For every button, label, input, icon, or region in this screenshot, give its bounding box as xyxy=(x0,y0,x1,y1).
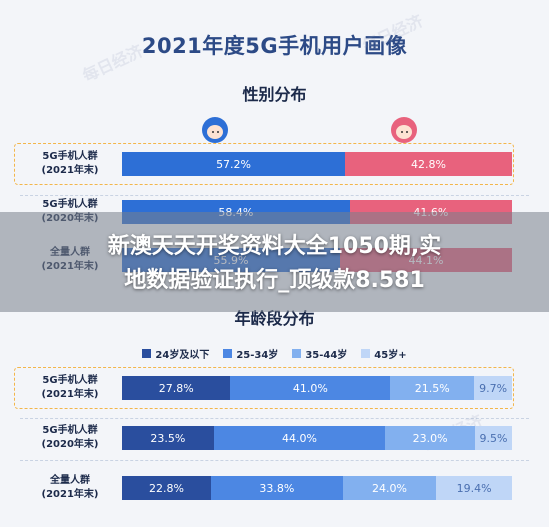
legend-swatch xyxy=(223,349,233,358)
age-row-label: 5G手机人群 (2021年末) xyxy=(20,374,120,402)
gender-row-label: 5G手机人群 (2021年末) xyxy=(20,150,120,178)
age-bar-segment: 27.8% xyxy=(122,376,231,400)
banner-line-1: 新澳天天开奖资料大全1050期,实 xyxy=(107,234,442,259)
age-divider-1 xyxy=(20,418,529,419)
age-bar-segment: 41.0% xyxy=(230,376,391,400)
age-row-label-line-2: (2021年末) xyxy=(41,389,99,400)
age-row-label-line-2: (2020年末) xyxy=(41,439,99,450)
age-bar-segment: 24.0% xyxy=(342,476,437,500)
legend-label: 35-44岁 xyxy=(305,350,348,361)
legend-item: 25-34岁 xyxy=(223,346,278,361)
male-avatar-icon xyxy=(202,117,228,143)
age-bar-segment: 19.4% xyxy=(436,476,512,500)
age-bar-segment: 23.0% xyxy=(385,426,475,450)
gender-row-label-line-2: (2021年末) xyxy=(41,165,99,176)
age-bar-segment: 9.5% xyxy=(474,426,512,450)
legend-swatch xyxy=(142,349,152,358)
gender-highlight-box xyxy=(14,143,514,185)
age-row-label: 5G手机人群 (2020年末) xyxy=(20,424,120,452)
age-bar-segment: 23.5% xyxy=(122,426,214,450)
legend-label: 24岁及以下 xyxy=(155,350,210,361)
age-section-title: 年龄段分布 xyxy=(234,309,315,328)
age-bar-segment: 22.8% xyxy=(122,476,211,500)
age-row-label: 全量人群 (2021年末) xyxy=(20,474,120,502)
age-highlight-box xyxy=(14,367,514,409)
age-legend: 24岁及以下 25-34岁 35-44岁 45岁+ xyxy=(0,346,549,361)
female-face xyxy=(396,125,412,139)
male-eye-right xyxy=(217,131,219,133)
legend-label: 25-34岁 xyxy=(236,350,279,361)
male-eye-left xyxy=(212,131,214,133)
page-title: 2021年度5G手机用户画像 xyxy=(141,34,408,58)
gender-row-label-line-1: 5G手机人群 xyxy=(42,151,98,162)
age-row-label-line-1: 5G手机人群 xyxy=(42,375,98,386)
age-row-label-line-1: 全量人群 xyxy=(50,475,90,486)
legend-swatch xyxy=(292,349,302,358)
overlay-banner xyxy=(0,212,549,312)
gender-bar-segment: 42.8% xyxy=(345,152,512,176)
age-bar-segment: 44.0% xyxy=(213,426,386,450)
age-bar-row: 27.8% 41.0% 21.5% 9.7% xyxy=(122,376,512,400)
legend-item: 35-44岁 xyxy=(292,346,347,361)
gender-divider-1 xyxy=(20,195,529,196)
gender-section-title: 性别分布 xyxy=(242,85,307,104)
age-bar-segment: 21.5% xyxy=(390,376,475,400)
age-row-label-line-2: (2021年末) xyxy=(41,489,99,500)
banner-line-2: 地数据验证执行_顶级款8.581 xyxy=(124,268,425,293)
legend-item: 24岁及以下 xyxy=(142,346,209,361)
legend-item: 45岁+ xyxy=(361,346,407,361)
legend-swatch xyxy=(361,349,371,358)
age-row-label-line-1: 5G手机人群 xyxy=(42,425,98,436)
gender-bar-row: 57.2% 42.8% xyxy=(122,152,512,176)
age-divider-2 xyxy=(20,460,529,461)
female-eye-right xyxy=(406,131,408,133)
female-eye-left xyxy=(401,131,403,133)
male-face xyxy=(207,125,223,139)
legend-label: 45岁+ xyxy=(374,350,407,361)
age-bar-row: 23.5% 44.0% 23.0% 9.5% xyxy=(122,426,512,450)
female-avatar-icon xyxy=(391,117,417,143)
age-bar-row: 22.8% 33.8% 24.0% 19.4% xyxy=(122,476,512,500)
gender-row-label-line-1: 5G手机人群 xyxy=(42,199,98,210)
gender-bar-segment: 57.2% xyxy=(122,152,346,176)
age-bar-segment: 9.7% xyxy=(474,376,512,400)
age-bar-segment: 33.8% xyxy=(210,476,343,500)
